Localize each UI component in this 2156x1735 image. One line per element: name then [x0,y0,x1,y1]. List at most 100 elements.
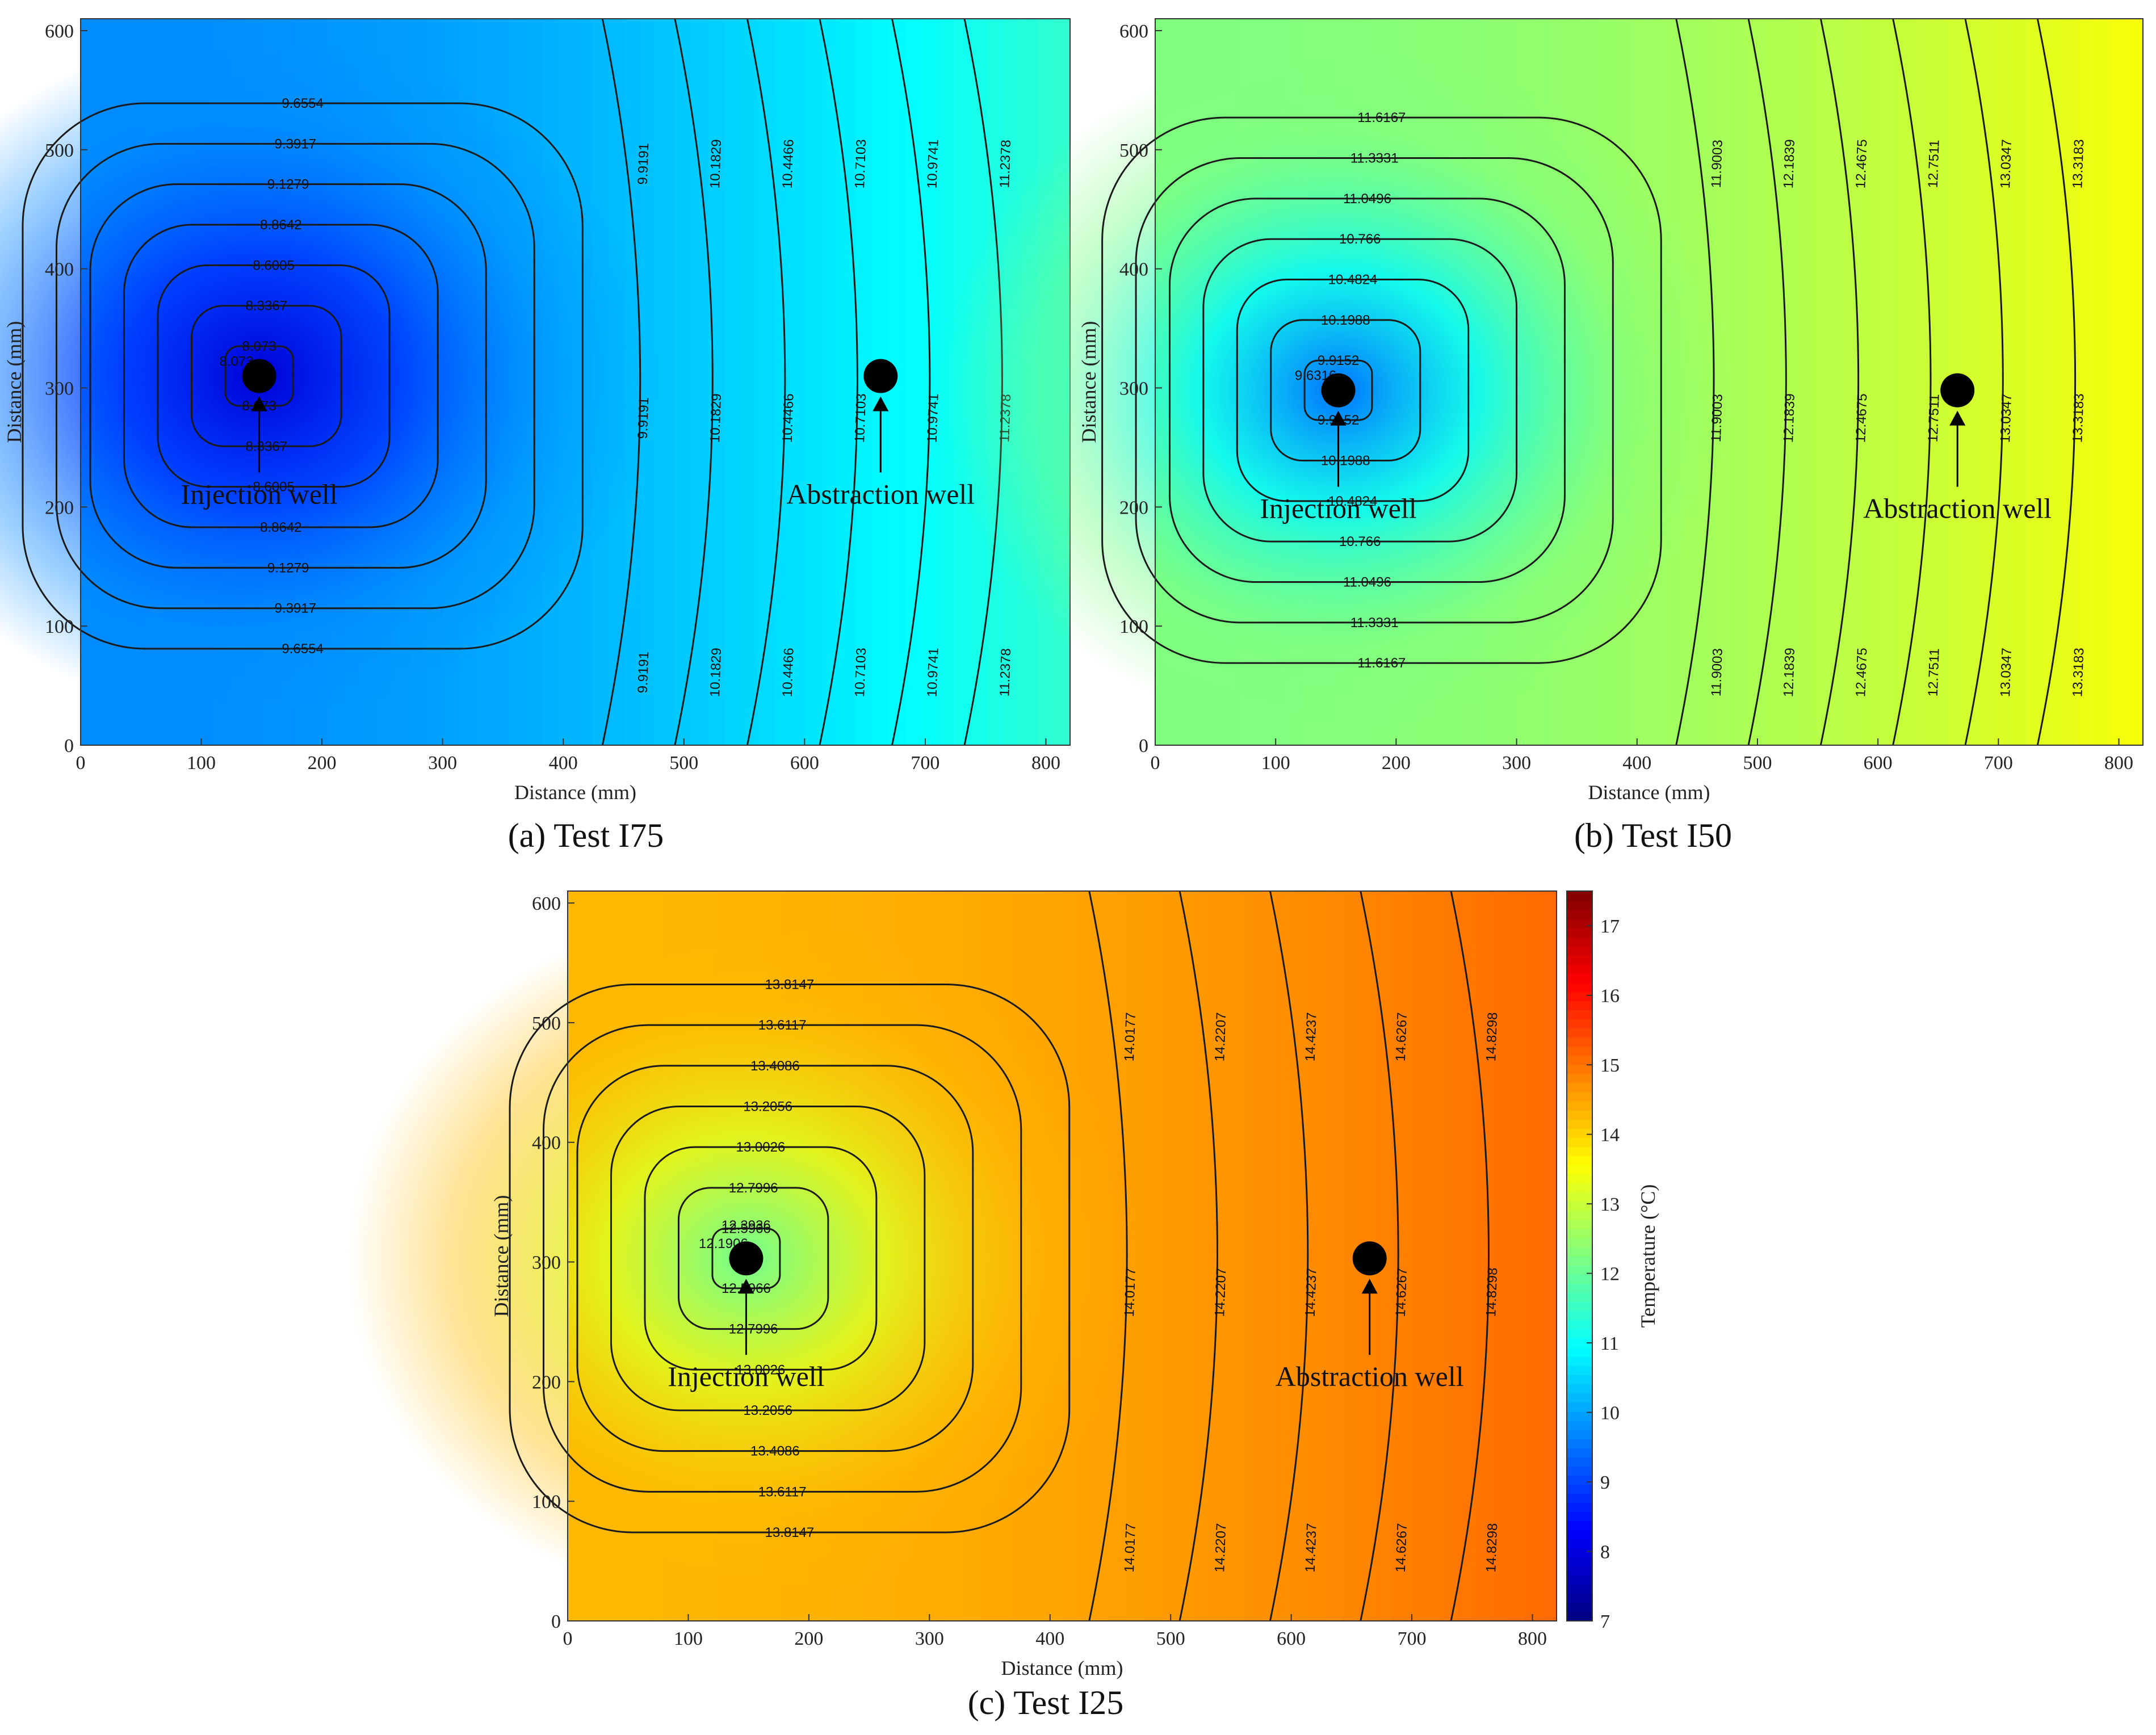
colorbar-segment [1567,1183,1592,1193]
contour-label: 12.1839 [1781,393,1798,443]
contour-loop [677,1187,829,1330]
field-strip [1781,19,1798,745]
contour-label: 13.2056 [743,1403,792,1418]
contour-panel-1: 8.0738.0738.33678.33678.60058.60058.8642… [0,18,1071,854]
field-strip [740,19,758,745]
contour-line [1892,18,1932,746]
field-strip [2028,19,2045,745]
field-strip [1424,891,1442,1621]
x-tick-label: 300 [428,753,457,774]
contour-label: 14.0177 [1122,1267,1139,1317]
y-tick-label: 100 [532,1492,561,1513]
contour-label: 13.0026 [736,1362,786,1377]
contour-label: 13.8147 [765,1525,815,1540]
y-tick-label: 500 [45,140,74,161]
contour-label: 14.0177 [1122,1523,1139,1573]
contour-line [1178,890,1218,1621]
colorbar-segment [1567,1037,1592,1047]
contour-label: 10.1829 [707,393,724,443]
colorbar-segment [1567,1146,1592,1157]
contour-label: 13.0347 [1998,648,2015,698]
contour-label: 11.0496 [1343,575,1391,590]
x-tick-label: 300 [915,1628,944,1649]
contour-loop [509,983,1071,1534]
colorbar-segment [1567,1539,1592,1549]
colorbar-tick-label: 10 [1600,1403,1620,1424]
contour-line [1819,18,1860,746]
y-tick-label: 200 [45,497,74,518]
field-strip [1391,891,1409,1621]
y-tick-label: 0 [64,736,74,757]
contour-label: 9.9191 [635,652,652,694]
contour-label: 9.9191 [635,397,652,439]
y-tick-label: 200 [532,1372,561,1393]
contour-label: 10.4466 [780,648,797,698]
well-marker [1352,1241,1387,1276]
contour-label: 10.1829 [707,648,724,698]
field-strip [690,19,708,745]
colorbar-tick-label: 12 [1600,1264,1620,1285]
contour-label: 13.0026 [736,1140,786,1155]
contour-label: 12.4675 [1853,139,1870,189]
field-strip [1540,891,1557,1621]
field-strip [1896,19,1913,745]
colorbar-tick-label: 13 [1600,1194,1620,1215]
contour-loop [55,142,535,610]
field-strip [1177,891,1195,1621]
y-tick-label: 400 [532,1133,561,1154]
contour-label: 12.7996 [729,1181,778,1196]
contour-loop [191,305,342,447]
colorbar-segment [1567,1593,1592,1603]
contour-label: 8.8642 [260,520,301,535]
contour-label: 13.6117 [758,1018,807,1033]
contour-label: 12.7511 [1926,140,1943,188]
colorbar-segment [1567,964,1592,974]
x-tick-label: 600 [1277,1628,1306,1649]
contour-label: 12.4675 [1853,393,1870,443]
contour-label: 9.6554 [282,641,323,657]
field-strip [1880,19,1897,745]
colorbar-segment [1567,1338,1592,1348]
y-tick-label: 500 [1119,140,1148,161]
colorbar-segment [1567,1100,1592,1111]
well-label: Injection well [181,478,337,510]
contour-label: 12.7996 [729,1322,778,1337]
field-strip [1309,891,1327,1621]
contour-loop [1101,116,1662,664]
y-tick-label: 600 [45,21,74,42]
field-strip [657,19,675,745]
colorbar-segment [1567,1438,1592,1448]
colorbar-segment [1567,1584,1592,1594]
contour-panel-2: 9.91529.915210.198810.198810.482410.4824… [941,18,2144,854]
colorbar-segment [1567,1557,1592,1567]
colorbar-segment [1567,1064,1592,1074]
field-strip [1144,891,1162,1621]
field-strip [790,19,807,745]
colorbar-segment [1567,1256,1592,1266]
colorbar-tick-label: 7 [1600,1611,1610,1632]
contour-label: 14.2207 [1212,1267,1229,1317]
field-strip [1260,891,1277,1621]
contour-label: 13.0347 [1998,139,2015,189]
field-strip [1227,891,1244,1621]
arrow-head [1330,410,1347,426]
colorbar-segment [1567,1447,1592,1457]
y-tick-label: 300 [45,378,74,399]
colorbar-segment [1567,1420,1592,1430]
y-tick-label: 200 [1119,497,1148,518]
x-tick-label: 400 [1035,1628,1064,1649]
colorbar-frame [1566,890,1593,1621]
y-tick-label: 300 [1119,378,1148,399]
contour-label: 13.3183 [2070,648,2087,698]
well-label: Abstraction well [1276,1360,1464,1392]
field-strip [1978,19,1995,745]
x-tick-label: 400 [549,753,578,774]
field-strip [1797,19,1814,745]
contour-label: 14.6267 [1393,1267,1410,1317]
field-strip [1912,19,1930,745]
colorbar-segment [1567,1602,1592,1612]
field-strip [723,19,741,745]
contour-label: 10.1988 [1321,313,1370,328]
x-tick-label: 200 [794,1628,823,1649]
